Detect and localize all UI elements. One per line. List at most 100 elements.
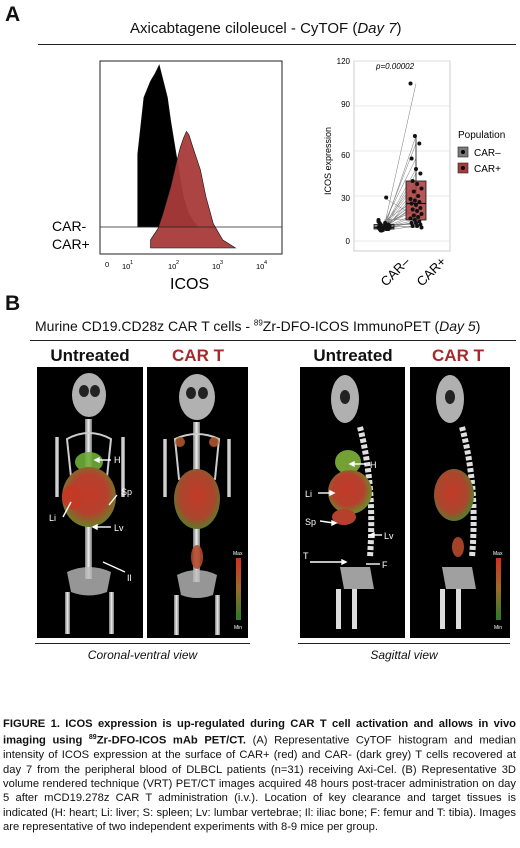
boxplot-point: [414, 167, 418, 171]
boxplot-frame: [353, 60, 451, 252]
boxplot-point: [418, 222, 423, 227]
col-head-untreated-coronal: Untreated: [50, 346, 130, 365]
panel-b-letter: B: [5, 292, 21, 315]
panel-b-title-main: Murine CD19.CD28z CAR T cells -: [35, 318, 254, 334]
legend-dot-pos: [461, 166, 465, 170]
hist-tick-sup-2: 2: [176, 260, 179, 266]
boxplot-point: [408, 197, 413, 201]
figure-caption: FIGURE 1. ICOS expression is up-regulate…: [3, 717, 516, 834]
col-head-untreated-sagittal: Untreated: [313, 346, 393, 365]
boxplot-point: [412, 198, 417, 203]
box-xcat-pos: CAR+: [414, 254, 449, 289]
coronal-rule: [35, 643, 250, 644]
colorbar-sagittal-max: Max: [493, 551, 503, 557]
image-coronal-untreated: H Sp Li Lv Il: [37, 367, 143, 638]
pet-colorbar-coronal: Max Min: [233, 551, 243, 631]
col-head-cart-sagittal: CAR T: [432, 346, 484, 365]
panel-b-title: Murine CD19.CD28z CAR T cells - 89Zr-DFO…: [35, 318, 480, 334]
boxplot-point: [416, 194, 421, 198]
panel-b-title-day: Day 5: [439, 318, 476, 334]
image-sagittal-cart: [410, 367, 510, 638]
boxplot-point: [376, 218, 381, 222]
boxplot-point: [410, 179, 415, 183]
panel-a-rule: [38, 44, 516, 45]
boxplot-point: [414, 203, 418, 207]
boxplot-point: [408, 216, 413, 221]
hist-tick-10b: 10: [168, 262, 176, 271]
boxplot-point: [377, 224, 382, 228]
boxplot-point: [415, 182, 420, 186]
boxplot-point: [378, 228, 383, 233]
boxplot-point: [383, 221, 388, 225]
panel-a-title: Axicabtagene ciloleucel - CyTOF (Day 7): [130, 20, 402, 37]
sagittal-label-h: H: [370, 460, 377, 470]
boxplot-pair-line: [383, 158, 417, 224]
boxplot-point: [408, 81, 413, 86]
legend-label-pos: CAR+: [474, 164, 501, 175]
hist-tick-sup-4: 4: [264, 260, 267, 266]
sagittal-label-f: F: [382, 560, 388, 570]
box-ylabel: ICOS expression: [323, 127, 333, 195]
caption-body: (A) Representative CyTOF histogram and m…: [3, 735, 517, 833]
image-sagittal-untreated: H Li Sp Lv T F: [300, 367, 405, 638]
box-ytick-60: 60: [341, 151, 350, 160]
colorbar-coronal-min: Min: [234, 625, 242, 631]
sagittal-label-sp: Sp: [305, 517, 316, 527]
panel-a-title-close: ): [396, 20, 402, 37]
hist-label-car-pos: CAR+: [52, 236, 90, 252]
hist-tick-sup-3: 3: [220, 260, 223, 266]
boxplot-point: [419, 212, 424, 216]
panel-a-letter: A: [5, 3, 21, 26]
boxplot-point: [411, 213, 416, 218]
pet-colorbar-sagittal: Max Min: [493, 551, 503, 631]
boxplot-point: [409, 221, 414, 225]
caption-bold-1: FIGURE 1. ICOS expression is up-regulate…: [3, 718, 516, 748]
boxplot-point: [418, 171, 423, 176]
boxplot-point: [410, 207, 415, 212]
hist-tick-sup-1: 1: [130, 260, 133, 266]
sagittal-label-lv: Lv: [384, 531, 394, 541]
coronal-label-sp: Sp: [121, 487, 132, 497]
box-ytick-120: 120: [337, 57, 351, 66]
boxplot-point: [414, 221, 418, 225]
panel-b-rule: [30, 340, 516, 341]
hist-label-car-neg: CAR-: [52, 218, 87, 234]
panel-b-title-mid: Zr-DFO-ICOS ImmunoPET (: [262, 318, 440, 334]
boxplot-point: [383, 225, 388, 230]
legend-dot-neg: [461, 150, 465, 154]
panel-a-title-day: Day 7: [357, 20, 397, 37]
image-coronal-cart: [147, 367, 248, 638]
boxplot-point: [387, 224, 392, 228]
hist-tick-10c: 10: [212, 262, 220, 271]
boxplot-point: [416, 215, 421, 219]
panel-a-title-main: Axicabtagene ciloleucel - CyTOF (: [130, 20, 358, 37]
caption-bold-sup: 89: [88, 734, 97, 742]
icos-histogram: CAR- CAR+ 0 10 1 10 2 10 3 10 4 ICOS: [52, 60, 283, 293]
coronal-label-h: H: [114, 455, 121, 465]
boxplot-point: [410, 224, 415, 228]
box-ytick-30: 30: [341, 194, 350, 203]
sagittal-label-t: T: [303, 551, 309, 561]
coronal-view-label: Coronal-ventral view: [87, 648, 198, 662]
legend-title: Population: [458, 130, 505, 141]
hist-tick-0: 0: [105, 260, 109, 269]
box-xcat-neg: CAR–: [378, 253, 414, 289]
colorbar-sagittal-min: Min: [494, 625, 502, 631]
boxplot-point: [417, 219, 422, 224]
hist-tick-10a: 10: [122, 262, 130, 271]
coronal-label-il: Il: [127, 573, 132, 583]
boxplot-point: [411, 189, 416, 194]
caption-bold-2: Zr-DFO-ICOS mAb PET/CT.: [96, 735, 246, 748]
sagittal-label-li: Li: [305, 489, 312, 499]
col-head-cart-coronal: CAR T: [172, 346, 224, 365]
boxplot-point: [419, 186, 424, 191]
boxplot-pair-line: [383, 135, 417, 230]
legend-label-neg: CAR–: [474, 148, 501, 159]
coronal-label-lv: Lv: [114, 523, 124, 533]
boxplot-point: [409, 156, 414, 161]
box-pvalue: p=0.00002: [375, 62, 415, 71]
boxplot-point: [419, 225, 424, 230]
colorbar-coronal-max: Max: [233, 551, 243, 557]
box-ytick-0: 0: [346, 237, 351, 246]
coronal-label-li: Li: [49, 513, 56, 523]
